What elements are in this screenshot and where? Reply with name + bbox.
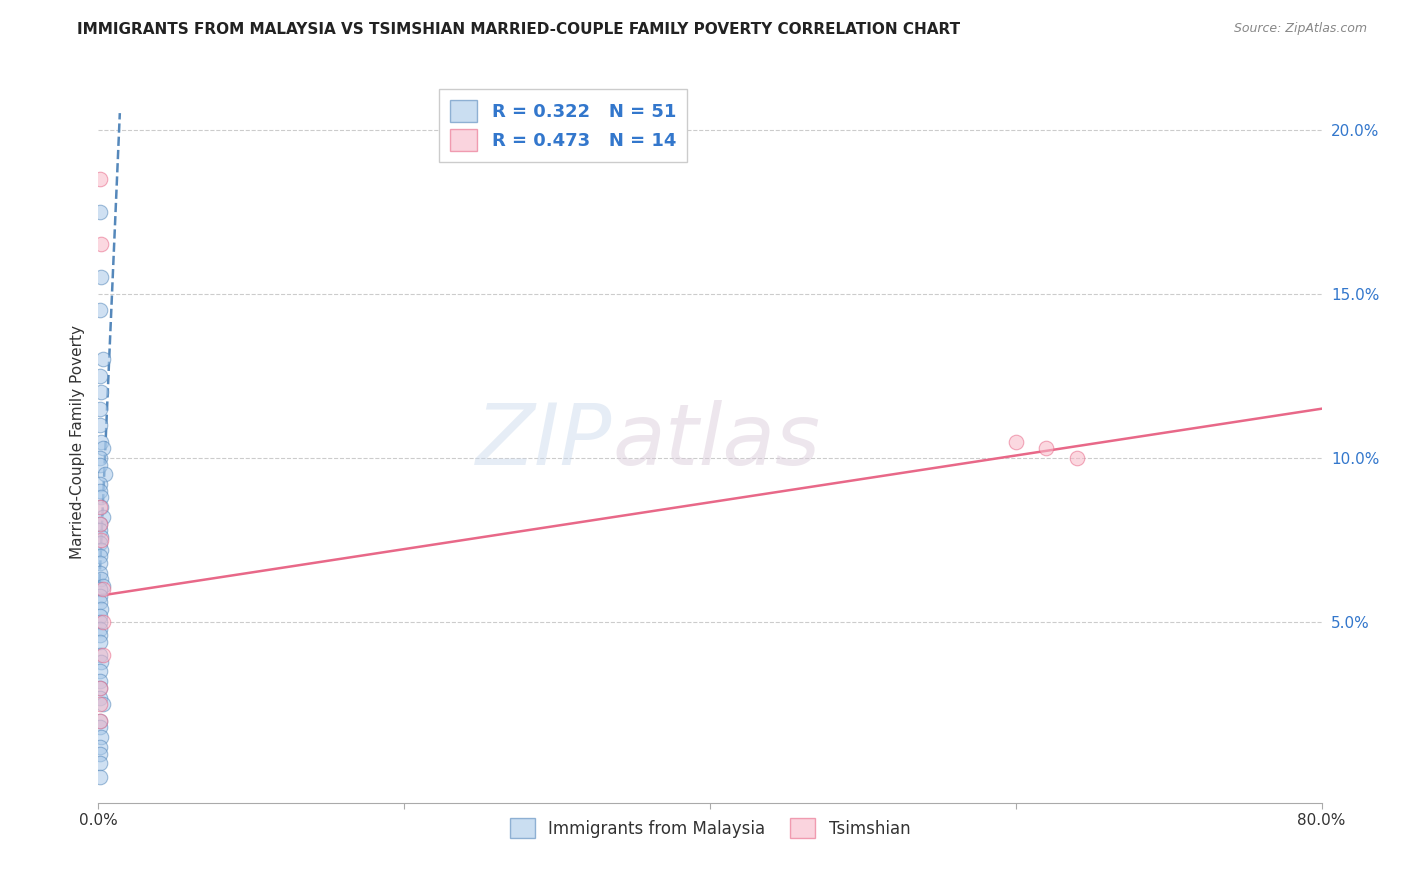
Point: [93, 467, 115, 482]
Point: [90, 270, 112, 285]
Point: [90, 655, 112, 669]
Point: [89, 303, 111, 318]
Point: [89, 648, 111, 662]
Point: [89, 714, 111, 728]
Text: Source: ZipAtlas.com: Source: ZipAtlas.com: [1233, 22, 1367, 36]
Point: [89, 714, 111, 728]
Point: [91, 352, 114, 367]
Point: [89, 458, 111, 472]
Point: [89, 582, 111, 597]
Point: [89, 523, 111, 537]
Point: [90, 434, 112, 449]
Point: [89, 739, 111, 754]
Point: [1004, 434, 1026, 449]
Point: [89, 589, 111, 603]
Text: atlas: atlas: [612, 400, 820, 483]
Point: [89, 674, 111, 689]
Point: [89, 516, 111, 531]
Point: [89, 747, 111, 761]
Point: [89, 720, 111, 734]
Point: [89, 368, 111, 383]
Point: [89, 681, 111, 695]
Point: [90, 500, 112, 515]
Point: [91, 698, 114, 712]
Point: [90, 542, 112, 557]
Point: [89, 681, 111, 695]
Point: [89, 665, 111, 679]
Point: [89, 622, 111, 636]
Point: [1066, 450, 1088, 465]
Point: [90, 385, 112, 400]
Point: [89, 690, 111, 705]
Text: IMMIGRANTS FROM MALAYSIA VS TSIMSHIAN MARRIED-COUPLE FAMILY POVERTY CORRELATION : IMMIGRANTS FROM MALAYSIA VS TSIMSHIAN MA…: [77, 22, 960, 37]
Point: [89, 536, 111, 550]
Point: [89, 500, 111, 515]
Point: [91, 582, 114, 597]
Y-axis label: Married-Couple Family Poverty: Married-Couple Family Poverty: [69, 325, 84, 558]
Point: [90, 602, 112, 616]
Point: [90, 237, 112, 252]
Point: [91, 615, 114, 630]
Point: [89, 450, 111, 465]
Point: [89, 483, 111, 498]
Point: [89, 615, 111, 630]
Point: [89, 477, 111, 491]
Point: [89, 418, 111, 433]
Point: [90, 530, 112, 544]
Point: [90, 491, 112, 505]
Point: [89, 628, 111, 642]
Point: [89, 549, 111, 564]
Point: [89, 401, 111, 416]
Point: [89, 756, 111, 771]
Point: [91, 648, 114, 662]
Point: [89, 204, 111, 219]
Point: [89, 566, 111, 580]
Point: [89, 556, 111, 570]
Point: [91, 441, 114, 455]
Point: [89, 635, 111, 649]
Point: [89, 698, 111, 712]
Text: ZIP: ZIP: [475, 400, 612, 483]
Point: [90, 730, 112, 744]
Point: [90, 533, 112, 547]
Point: [1035, 441, 1057, 455]
Point: [91, 579, 114, 593]
Point: [89, 595, 111, 609]
Point: [89, 608, 111, 623]
Point: [91, 510, 114, 524]
Point: [89, 770, 111, 784]
Point: [89, 516, 111, 531]
Legend: Immigrants from Malaysia, Tsimshian: Immigrants from Malaysia, Tsimshian: [503, 812, 917, 845]
Point: [89, 171, 111, 186]
Point: [90, 573, 112, 587]
